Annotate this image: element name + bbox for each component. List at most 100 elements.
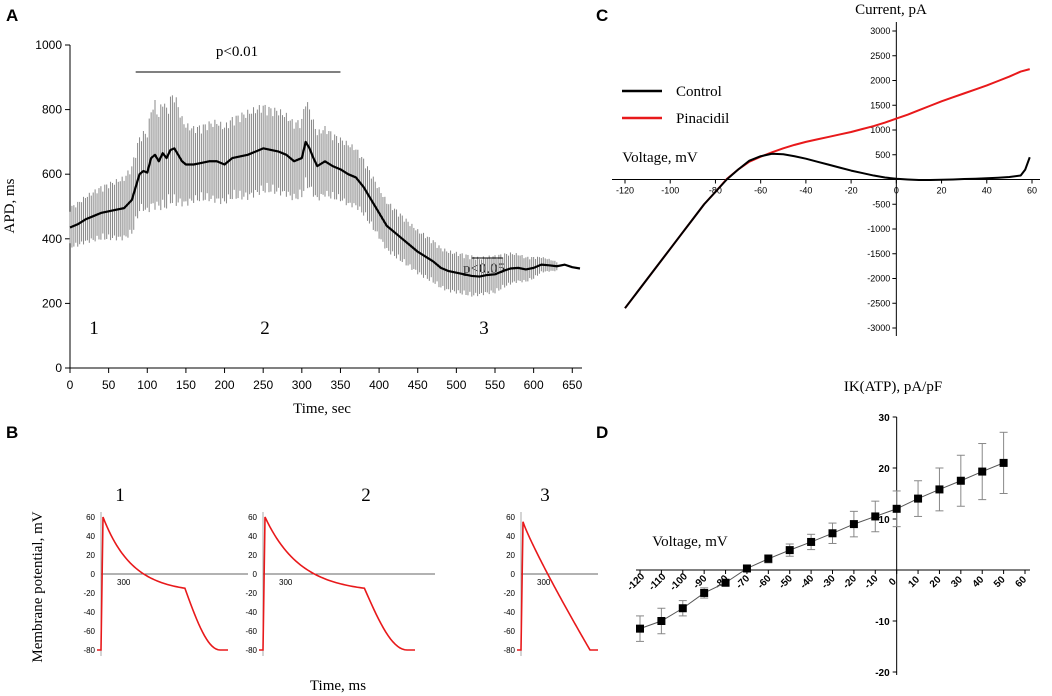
panel-d-data-point bbox=[807, 537, 816, 546]
panel-b-ytick-label: 0 bbox=[91, 570, 96, 579]
panel-b-scale-label: 300 bbox=[279, 578, 293, 587]
legend-pinacidil-label: Pinacidil bbox=[676, 111, 729, 127]
panel-d-data-point bbox=[914, 494, 923, 503]
panel-b-ylabel: Membrane potential, mV bbox=[30, 511, 46, 662]
panel-d-xtick-label: -60 bbox=[756, 573, 774, 591]
panel-d-ytick-label: -20 bbox=[875, 668, 890, 679]
panel-b-ytick-label: -80 bbox=[83, 646, 95, 655]
panel-c-xtick-label: -40 bbox=[799, 186, 812, 196]
panel-b-ytick-label: 0 bbox=[253, 570, 258, 579]
panel-a-xtick-label: 200 bbox=[215, 378, 235, 392]
panel-a-ylabel: APD, ms bbox=[2, 178, 18, 233]
panel-b-ytick-label: -60 bbox=[245, 627, 257, 636]
panel-a-xtick-label: 500 bbox=[446, 378, 466, 392]
panel-b-traces: Membrane potential, mV Time, ms 16040200… bbox=[30, 485, 598, 694]
panel-a-xtick-label: 650 bbox=[562, 378, 582, 392]
panel-d-title: IK(ATP), pA/pF bbox=[844, 379, 942, 395]
panel-a-xtick-label: 450 bbox=[408, 378, 428, 392]
panel-d-data-point bbox=[935, 485, 944, 494]
panel-c-ytick-label: 500 bbox=[875, 150, 890, 160]
panel-d-data-point bbox=[742, 564, 751, 573]
panel-d-xtick-label: -30 bbox=[820, 573, 838, 591]
panel-a-ytick-label: 200 bbox=[42, 296, 62, 310]
panel-c-iv-chart: Current, pA Voltage, mV Control Pinacidi… bbox=[612, 2, 1040, 336]
panel-a-ytick-label: 600 bbox=[42, 167, 62, 181]
panel-a-xlabel: Time, sec bbox=[293, 401, 351, 417]
panel-b-ytick-label: 40 bbox=[248, 532, 257, 541]
panel-b-ytick-label: 60 bbox=[248, 513, 257, 522]
panel-d-data-point bbox=[700, 588, 709, 597]
panel-c-line-control bbox=[624, 152, 1031, 309]
panel-d-ikatp-chart: IK(ATP), pA/pF Voltage, mV -120 -110 -100-… bbox=[625, 379, 1030, 679]
panel-d-xtick-label: -120 bbox=[625, 571, 647, 593]
panel-d-xtick-label: 10 bbox=[906, 574, 922, 590]
panel-d-xtick-label: -90 bbox=[691, 573, 709, 591]
panel-b-ytick-label: 40 bbox=[86, 532, 95, 541]
panel-d-xtick-label: 50 bbox=[992, 574, 1008, 590]
panel-c-ytick-label: -500 bbox=[872, 199, 890, 209]
panel-b-ap-trace bbox=[259, 516, 415, 651]
panel-a-apd-line bbox=[69, 140, 581, 278]
panel-d-data-point bbox=[721, 578, 730, 587]
panel-c-xtick-label: 0 bbox=[894, 186, 899, 196]
panel-c-xtick-label: 20 bbox=[937, 186, 947, 196]
panel-c-xlabel: Voltage, mV bbox=[622, 150, 698, 166]
panel-b-ytick-label: 20 bbox=[86, 551, 95, 560]
panel-b-ytick-label: -60 bbox=[503, 627, 515, 636]
panel-d-xtick-label: 20 bbox=[928, 574, 944, 590]
panel-a-ytick-label: 400 bbox=[42, 232, 62, 246]
panel-a-phase-2: 2 bbox=[260, 318, 270, 339]
panel-b-trace-label: 1 bbox=[115, 485, 125, 506]
panel-letter-b: B bbox=[6, 423, 18, 442]
panel-d-data-point bbox=[849, 520, 858, 529]
panel-c-ytick-label: -1500 bbox=[867, 249, 890, 259]
panel-a-xtick-label: 300 bbox=[292, 378, 312, 392]
panel-b-ytick-label: -40 bbox=[245, 608, 257, 617]
panel-b-ytick-label: -80 bbox=[503, 646, 515, 655]
panel-a-ytick-label: 1000 bbox=[35, 38, 62, 52]
panel-b-ytick-label: -40 bbox=[503, 608, 515, 617]
panel-d-xtick-label: 60 bbox=[1013, 574, 1029, 590]
panel-b-scale-label: 300 bbox=[117, 578, 131, 587]
panel-d-data-point bbox=[956, 476, 965, 485]
panel-b-trace-label: 2 bbox=[361, 485, 371, 506]
panel-d-data-point bbox=[764, 554, 773, 563]
panel-a-ytick-label: 0 bbox=[55, 361, 62, 375]
panel-d-xtick-label: -40 bbox=[798, 573, 816, 591]
panel-d-ytick-label: 10 bbox=[879, 515, 891, 526]
panel-b-scale-label: 300 bbox=[537, 578, 551, 587]
panel-a-ytick-label: 800 bbox=[42, 103, 62, 117]
panel-a-apd-chart: APD, ms Time, sec p<0.01 p<0.05 1 2 3 02… bbox=[2, 38, 583, 417]
panel-d-data-point bbox=[636, 624, 644, 633]
panel-a-xtick-label: 600 bbox=[524, 378, 544, 392]
panel-letter-c: C bbox=[596, 6, 608, 25]
panel-c-ytick-label: -2500 bbox=[867, 298, 890, 308]
panel-c-ytick-label: 1500 bbox=[870, 100, 890, 110]
panel-a-phase-1: 1 bbox=[89, 318, 99, 339]
panel-c-ytick-label: 3000 bbox=[870, 26, 890, 36]
panel-c-ytick-label: -2000 bbox=[867, 274, 890, 284]
panel-b-ytick-label: 40 bbox=[506, 532, 515, 541]
legend-control-label: Control bbox=[676, 84, 722, 100]
panel-letter-a: A bbox=[6, 6, 18, 25]
panel-c-xtick-label: 60 bbox=[1027, 186, 1037, 196]
panel-b-ytick-label: -20 bbox=[503, 589, 515, 598]
panel-c-xtick-label: -20 bbox=[845, 186, 858, 196]
panel-d-ytick-label: 20 bbox=[879, 464, 891, 475]
panel-a-phase-3: 3 bbox=[479, 318, 489, 339]
panel-d-xtick-label: 0 bbox=[887, 576, 899, 588]
panel-d-ytick-label: -10 bbox=[875, 617, 890, 628]
panel-d-xtick-label: 30 bbox=[949, 574, 965, 590]
panel-c-ytick-label: 2000 bbox=[870, 76, 890, 86]
panel-c-ytick-label: 1000 bbox=[870, 125, 890, 135]
panel-b-ap-trace bbox=[517, 521, 598, 651]
panel-d-xtick-label: -100 bbox=[668, 571, 690, 593]
panel-b-ytick-label: -80 bbox=[245, 646, 257, 655]
panel-d-xtick-label: -50 bbox=[777, 573, 795, 591]
panel-b-ytick-label: -60 bbox=[83, 627, 95, 636]
panel-a-xtick-label: 350 bbox=[330, 378, 350, 392]
panel-d-data-point bbox=[871, 512, 880, 521]
panel-d-xtick-label: -110 bbox=[647, 571, 669, 593]
panel-d-ytick-label: 30 bbox=[879, 413, 891, 424]
